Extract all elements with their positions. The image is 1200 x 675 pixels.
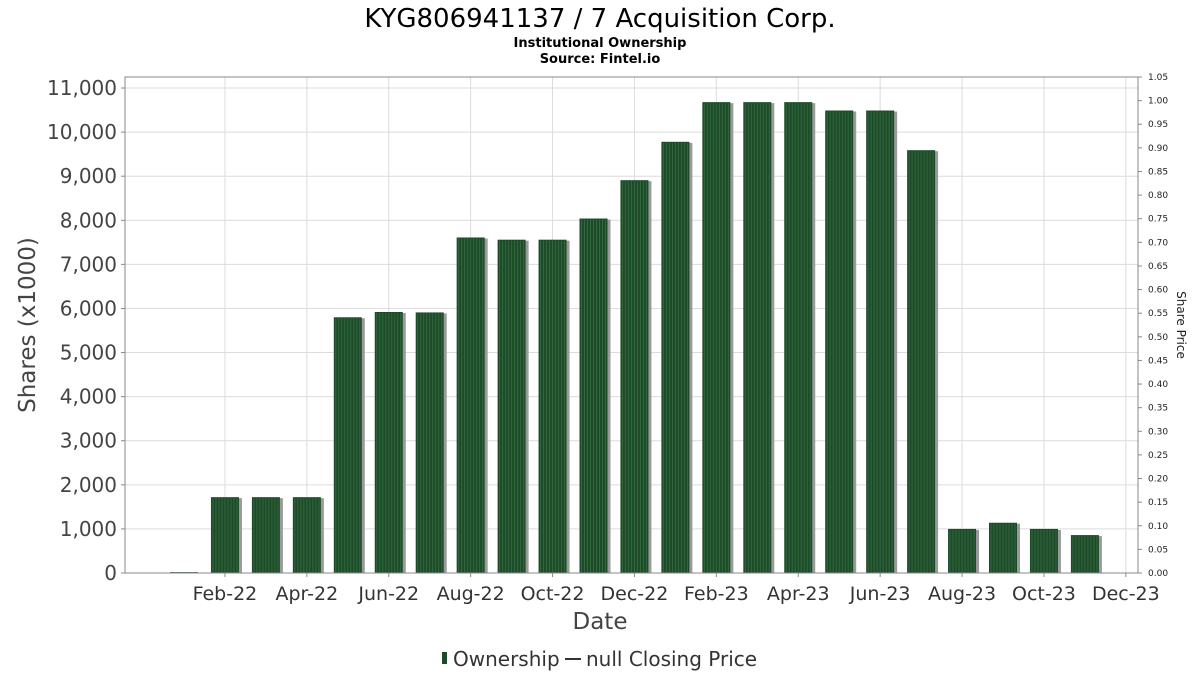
y-tick-label: 11,000 [47,76,117,100]
y-tick-label: 3,000 [60,429,117,453]
y-tick-label: 9,000 [60,164,117,188]
bar [1070,535,1102,573]
y-right-tick-label: 1.00 [1148,97,1168,107]
bar [210,497,242,573]
y-right-tick-label: 0.45 [1148,356,1168,366]
x-tick-label: Jun-23 [849,583,911,605]
y-tick-label: 10,000 [47,120,117,144]
bar [374,311,406,573]
y-right-tick-label: 0.10 [1148,522,1168,532]
bar [989,522,1020,573]
bar [292,497,324,573]
x-axis-ticks: Feb-22 Apr-22 Jun-22 Aug-22 Oct-22 Dec-22 Feb-… [193,573,1160,605]
x-tick-label: Aug-23 [928,583,996,605]
y-right-tick-label: 0.40 [1148,380,1168,390]
bar [1029,528,1061,573]
bar [661,141,693,573]
legend: Ownership null Closing Price [442,647,757,671]
right-axis-ticks: 0.00 0.05 0.10 0.15 0.20 0.25 0.30 0.35 0.40 0.45… [1138,73,1168,579]
left-axis-ticks: 0 1,000 2,000 3,000 4,000 5,000 6,000 7,000 8,00… [47,76,125,585]
y-right-tick-label: 0.50 [1148,333,1168,343]
chart-subtitle-1: Institutional Ownership [514,36,687,51]
y-right-tick-label: 0.55 [1148,309,1168,319]
x-tick-label: Apr-22 [276,583,339,605]
y-right-tick-label: 0.60 [1148,286,1168,296]
bar [948,528,980,573]
x-tick-label: Aug-22 [437,583,505,605]
x-axis-label: Date [573,609,628,635]
legend-ownership-label: Ownership [453,647,560,671]
y-right-tick-label: 0.20 [1148,475,1168,485]
y-right-tick-label: 0.95 [1148,120,1168,130]
y-right-tick-label: 0.25 [1148,451,1168,461]
y-right-tick-label: 1.05 [1148,73,1168,83]
chart-subtitle-2: Source: Fintel.io [540,52,661,67]
y-tick-label: 8,000 [60,208,117,232]
x-tick-label: Feb-22 [193,583,258,605]
x-tick-label: Feb-23 [684,583,749,605]
y-axis-label: Shares (x1000) [15,237,41,413]
x-tick-label: Oct-23 [1012,583,1076,605]
y-right-tick-label: 0.15 [1148,498,1168,508]
bar [456,237,488,573]
x-tick-label: Jun-22 [357,583,419,605]
bar [866,110,898,573]
legend-ownership-swatch [442,652,447,664]
y-tick-label: 5,000 [60,341,117,365]
y-tick-label: 0 [104,561,117,585]
bar [497,239,529,574]
y-right-tick-label: 0.30 [1148,427,1168,437]
y-right-tick-label: 0.00 [1148,569,1168,579]
y-tick-label: 2,000 [60,473,117,497]
bar [620,180,652,573]
y-right-tick-label: 0.70 [1148,238,1168,248]
plot-frame [124,76,1139,574]
chart-title: KYG806941137 / 7 Acquisition Corp. [364,4,835,34]
y-tick-label: 1,000 [60,517,117,541]
y-right-tick-label: 0.80 [1148,191,1168,201]
y-tick-label: 7,000 [60,252,117,276]
x-tick-label: Dec-23 [1092,583,1160,605]
legend-price-label: null Closing Price [586,647,757,671]
y-right-tick-label: 0.65 [1148,262,1168,272]
bar [702,102,734,573]
bar [907,150,939,573]
bar [784,102,816,573]
y-right-tick-label: 0.90 [1148,144,1168,154]
bar [415,312,447,573]
y-right-tick-label: 0.35 [1148,404,1168,414]
y-right-tick-label: 0.85 [1148,167,1168,177]
bars [170,102,1102,574]
bar [743,102,775,573]
bar [538,239,570,574]
y-right-tick-label: 0.75 [1148,215,1168,225]
y-tick-label: 4,000 [60,385,117,409]
x-tick-label: Dec-22 [601,583,669,605]
x-tick-label: Oct-22 [521,583,585,605]
y-tick-label: 6,000 [60,296,117,320]
y-right-tick-label: 0.05 [1148,545,1168,555]
x-tick-label: Apr-23 [767,583,830,605]
bar [251,497,283,573]
y-axis-label-right: Share Price [1174,291,1188,359]
bar [579,218,611,573]
bar [825,110,857,573]
bar [333,317,365,573]
